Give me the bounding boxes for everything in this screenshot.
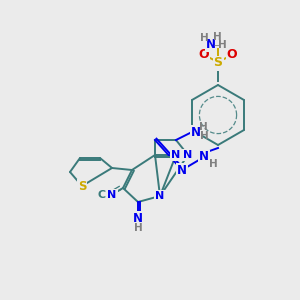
Text: S: S <box>214 56 223 70</box>
Text: –: – <box>213 40 219 50</box>
Text: N: N <box>199 151 209 164</box>
Text: H: H <box>200 131 208 141</box>
Text: N: N <box>155 191 165 201</box>
Text: C: C <box>98 190 106 200</box>
Text: H: H <box>213 32 221 42</box>
Text: N: N <box>177 164 187 176</box>
Text: H: H <box>208 159 217 169</box>
Text: N: N <box>191 125 201 139</box>
Text: N: N <box>171 150 181 160</box>
Text: H: H <box>134 223 142 233</box>
Text: N: N <box>183 150 193 160</box>
Text: N: N <box>107 190 117 200</box>
Text: N: N <box>206 38 216 52</box>
Text: O: O <box>199 49 209 62</box>
Text: H: H <box>199 122 207 132</box>
Text: O: O <box>227 49 237 62</box>
Text: H: H <box>218 40 226 50</box>
Text: H: H <box>200 33 208 43</box>
Text: S: S <box>78 179 86 193</box>
Text: N: N <box>133 212 143 224</box>
